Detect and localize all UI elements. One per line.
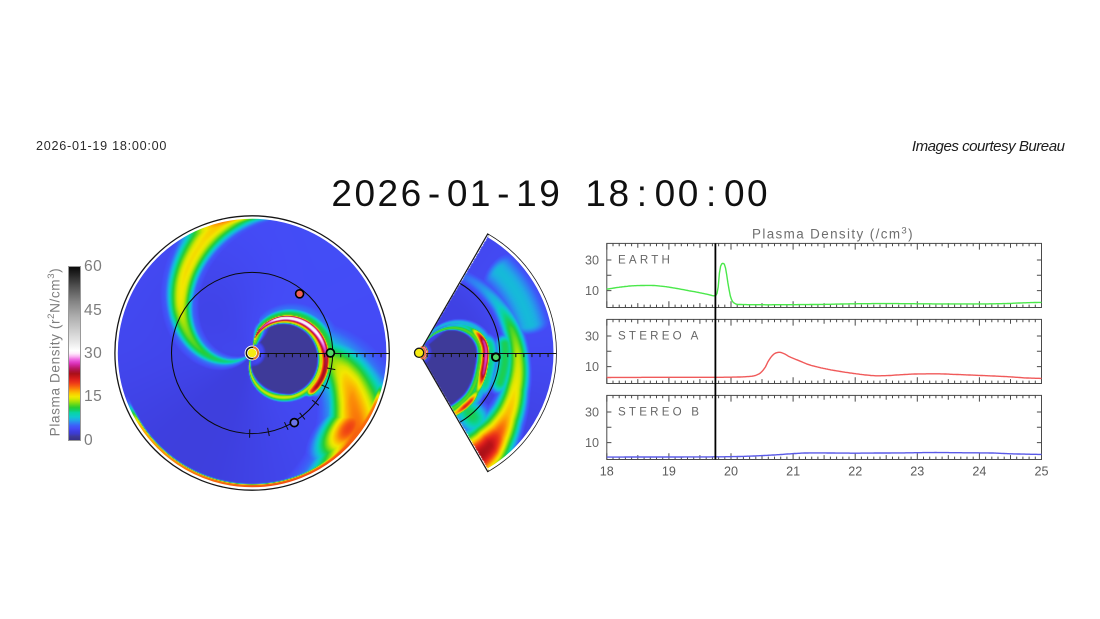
svg-text:30: 30 [585,405,599,419]
svg-text:19: 19 [662,465,676,479]
svg-text:10: 10 [585,436,599,450]
svg-text:Plasma Density (/cm3): Plasma Density (/cm3) [752,226,914,242]
svg-text:22: 22 [848,465,862,479]
svg-text:30: 30 [585,329,599,343]
svg-text:STEREO B: STEREO B [618,405,702,418]
svg-text:10: 10 [585,284,599,298]
svg-text:25: 25 [1034,465,1048,479]
svg-text:10: 10 [585,360,599,374]
svg-text:23: 23 [910,465,924,479]
svg-text:30: 30 [585,253,599,267]
svg-text:20: 20 [724,465,738,479]
svg-text:24: 24 [972,465,986,479]
svg-text:EARTH: EARTH [618,253,673,266]
svg-text:18: 18 [600,465,614,479]
svg-text:STEREO A: STEREO A [618,329,702,342]
svg-text:21: 21 [786,465,800,479]
